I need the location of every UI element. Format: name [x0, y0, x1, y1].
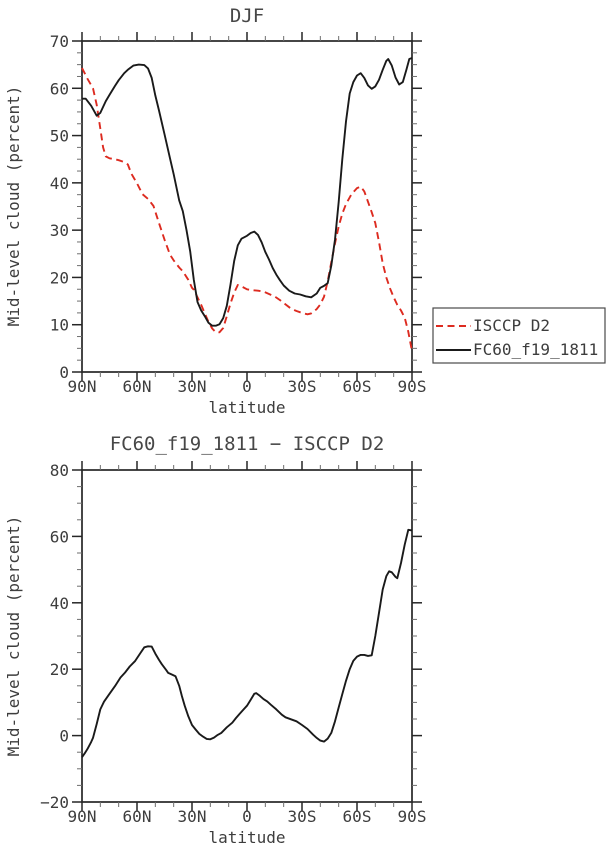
plot-frame	[81, 40, 413, 373]
x-axis-label: latitude	[208, 828, 285, 847]
series-line	[81, 67, 413, 352]
series-line	[81, 528, 413, 758]
difference-chart-canvas: FC60_f19_1811 − ISCCP D2 Mid-level cloud…	[4, 433, 426, 847]
x-tick-label: 0	[242, 377, 252, 396]
y-tick-label: 30	[50, 221, 69, 240]
series-layer	[81, 528, 413, 758]
x-tick-label: 90S	[398, 377, 427, 396]
x-tick-label: 60N	[123, 807, 152, 826]
legend: ISCCP D2 FC60_f19_1811	[432, 307, 606, 364]
x-tick-label: 90S	[398, 807, 427, 826]
x-tick-label: 60S	[343, 377, 372, 396]
x-tick-label: 90N	[68, 377, 97, 396]
series-layer	[81, 57, 413, 352]
plot-frame	[81, 469, 413, 803]
djf-chart-canvas: DJF Mid-level cloud (percent) latitude 0…	[4, 5, 606, 417]
y-tick-label: 20	[50, 268, 69, 287]
y-tick-label: −20	[40, 793, 69, 812]
axes-layer: −20 0 20 40 60 80 90N 60N 30N 0 30S 60S 90S	[40, 461, 426, 826]
legend-box	[432, 307, 606, 364]
y-tick-label: 0	[59, 727, 69, 746]
x-tick-label: 90N	[68, 807, 97, 826]
x-tick-label: 30S	[288, 807, 317, 826]
y-tick-label: 70	[50, 32, 69, 51]
x-tick-label: 30N	[178, 807, 207, 826]
y-tick-label: 60	[50, 79, 69, 98]
y-tick-label: 40	[50, 174, 69, 193]
y-tick-label: 40	[50, 594, 69, 613]
chart-title: DJF	[230, 5, 264, 27]
legend-label-isccp: ISCCP D2	[473, 316, 550, 335]
djf-comparison-chart: DJF Mid-level cloud (percent) latitude 0…	[4, 5, 606, 417]
y-axis-label: Mid-level cloud (percent)	[4, 516, 23, 757]
x-tick-label: 60S	[343, 807, 372, 826]
x-tick-label: 30N	[178, 377, 207, 396]
x-tick-label: 60N	[123, 377, 152, 396]
x-tick-label: 30S	[288, 377, 317, 396]
chart-title: FC60_f19_1811 − ISCCP D2	[110, 433, 385, 455]
y-tick-label: 50	[50, 127, 69, 146]
axes-layer: 0 10 20 30 40 50 60 70 90N 60N 30N 0 30S 60S 90S	[50, 32, 427, 396]
y-tick-label: 60	[50, 527, 69, 546]
series-line	[82, 57, 413, 327]
y-tick-label: 20	[50, 660, 69, 679]
x-axis-label: latitude	[208, 398, 285, 417]
y-tick-label: 0	[59, 363, 69, 382]
y-tick-label: 10	[50, 316, 69, 335]
x-tick-label: 0	[242, 807, 252, 826]
difference-chart: FC60_f19_1811 − ISCCP D2 Mid-level cloud…	[0, 430, 609, 861]
y-axis-label: Mid-level cloud (percent)	[4, 86, 23, 327]
legend-label-fc60: FC60_f19_1811	[473, 340, 598, 359]
y-tick-label: 80	[50, 461, 69, 480]
